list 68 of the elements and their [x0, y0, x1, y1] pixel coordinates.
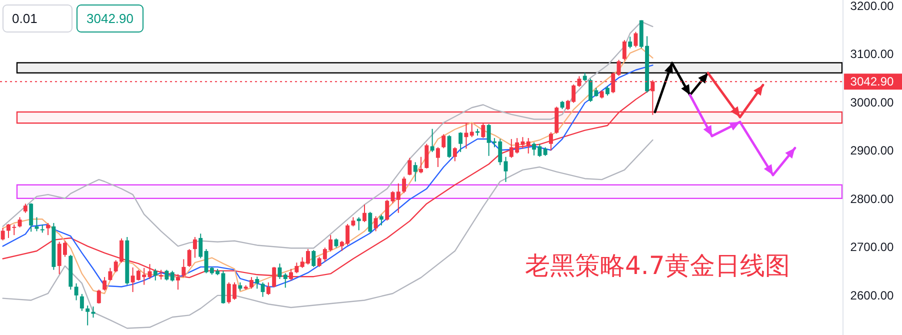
candlestick — [198, 233, 203, 259]
candlestick — [419, 156, 423, 174]
candlestick — [312, 250, 316, 268]
candlestick — [283, 272, 288, 288]
candlestick — [18, 216, 22, 228]
candlestick — [385, 199, 390, 222]
candlestick — [120, 238, 124, 264]
candlestick — [266, 282, 270, 296]
candlestick — [526, 138, 530, 154]
candlestick — [29, 202, 34, 232]
y-tick-label: 2800.00 — [850, 192, 894, 206]
annotation: 3042.90 — [86, 11, 134, 26]
candlestick — [436, 146, 440, 168]
text: 老黑策略4.7黄金日线图 — [525, 251, 790, 280]
candlestick — [504, 156, 508, 182]
y-tick-label: 2900.00 — [850, 144, 894, 158]
candlestick — [447, 134, 452, 158]
candlestick — [96, 289, 101, 304]
candlestick — [351, 216, 356, 227]
candlestick — [470, 122, 474, 138]
candlestick — [442, 134, 446, 149]
candlestick — [170, 270, 174, 282]
candlestick — [481, 122, 486, 139]
candlestick — [294, 262, 299, 274]
candlestick — [255, 276, 260, 290]
candlestick — [413, 162, 418, 182]
candlestick — [164, 269, 169, 281]
candlestick — [356, 216, 361, 231]
candlestick — [153, 268, 158, 281]
candlestick — [430, 128, 434, 153]
candlestick — [0, 227, 5, 241]
candlestick — [379, 214, 384, 226]
candlestick — [23, 203, 28, 214]
ref-line-label: 3042.90 — [850, 74, 894, 89]
annotation: 0.01 — [12, 11, 38, 26]
candlestick — [452, 146, 457, 162]
candlestick — [458, 132, 463, 153]
candlestick — [362, 204, 366, 223]
candlestick — [74, 282, 78, 301]
y-tick-label: 3200.00 — [850, 0, 894, 13]
candlestick — [402, 176, 406, 194]
candlestick — [102, 276, 107, 292]
candlestick — [606, 85, 610, 96]
candlestick — [408, 157, 412, 176]
candlestick — [108, 267, 112, 281]
candlestick — [278, 263, 282, 280]
candlestick — [86, 305, 90, 326]
candlestick — [396, 182, 400, 214]
candlestick — [187, 248, 192, 268]
candlestick — [424, 143, 429, 169]
candlestick — [390, 190, 395, 204]
candlestick — [192, 236, 197, 258]
candlestick — [91, 306, 96, 318]
y-tick-label: 2600.00 — [850, 288, 894, 302]
candlestick — [464, 122, 468, 150]
candlestick — [34, 216, 39, 232]
candlestick — [368, 211, 372, 234]
y-tick-label: 3100.00 — [850, 47, 894, 62]
candlestick — [622, 40, 626, 61]
candlestick — [374, 216, 378, 232]
candlestick — [548, 132, 553, 152]
candlestick — [80, 293, 84, 312]
candlestick — [114, 260, 118, 273]
y-tick-label: 2700.00 — [850, 240, 894, 254]
candlestick — [46, 222, 50, 236]
y-tick-label: 3000.00 — [850, 95, 894, 110]
candlestick — [628, 36, 632, 49]
candlestick — [616, 59, 621, 76]
